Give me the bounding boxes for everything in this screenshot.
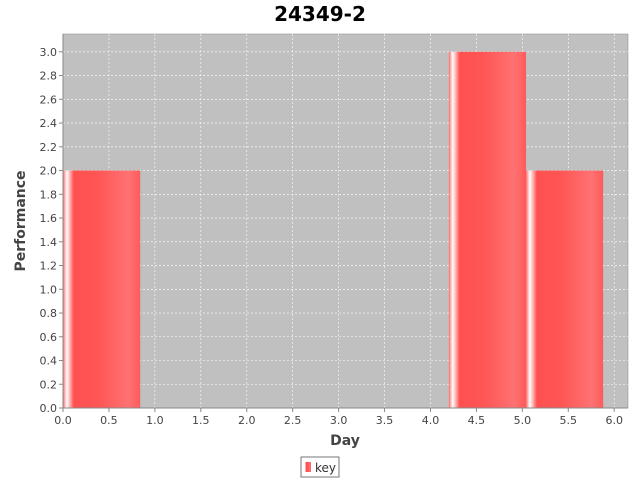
y-tick-label: 2.0: [40, 165, 58, 178]
x-tick-label: 6.0: [605, 414, 623, 427]
bar: [448, 51, 527, 409]
y-tick-label: 3.0: [40, 46, 58, 59]
y-axis-label: Performance: [13, 170, 29, 271]
x-tick-label: 3.5: [376, 414, 394, 427]
legend-label: key: [315, 461, 336, 475]
legend-swatch: [305, 462, 311, 472]
x-tick-label: 2.0: [238, 414, 256, 427]
y-tick-label: 1.4: [40, 236, 58, 249]
y-tick-label: 1.6: [40, 212, 58, 225]
chart-title: 24349-2: [274, 2, 366, 26]
legend: key: [300, 456, 340, 478]
y-tick-label: 0.8: [40, 307, 58, 320]
x-tick-label: 5.5: [560, 414, 578, 427]
y-tick-label: 2.8: [40, 70, 58, 83]
bar: [63, 170, 141, 408]
y-tick-label: 1.2: [40, 260, 58, 273]
y-tick-label: 2.2: [40, 141, 58, 154]
x-tick-label: 4.0: [422, 414, 440, 427]
x-tick-label: 3.0: [330, 414, 348, 427]
y-tick-label: 2.4: [40, 117, 58, 130]
y-tick-label: 1.0: [40, 283, 58, 296]
x-tick-label: 0.0: [54, 414, 72, 427]
x-tick-label: 4.5: [468, 414, 486, 427]
bar: [526, 170, 604, 408]
x-tick-label: 1.0: [146, 414, 164, 427]
x-tick-label: 0.5: [100, 414, 118, 427]
x-tick-label: 1.5: [192, 414, 210, 427]
axes: 0.0 0.5 1.0 1.5 2.0 2.5 3.0 3.5 4.0 4.5 5.0 5.5 6.0 0…: [40, 34, 628, 427]
y-tick-label: 1.8: [40, 188, 58, 201]
x-axis-label: Day: [330, 433, 360, 449]
x-tick-label: 5.0: [514, 414, 532, 427]
y-tick-label: 0.0: [40, 402, 58, 415]
y-tick-label: 0.2: [40, 378, 58, 391]
y-tick-label: 2.6: [40, 93, 58, 106]
y-tick-label: 0.4: [40, 355, 58, 368]
x-tick-label: 2.5: [284, 414, 302, 427]
y-tick-label: 0.6: [40, 331, 58, 344]
bars: [63, 51, 604, 409]
